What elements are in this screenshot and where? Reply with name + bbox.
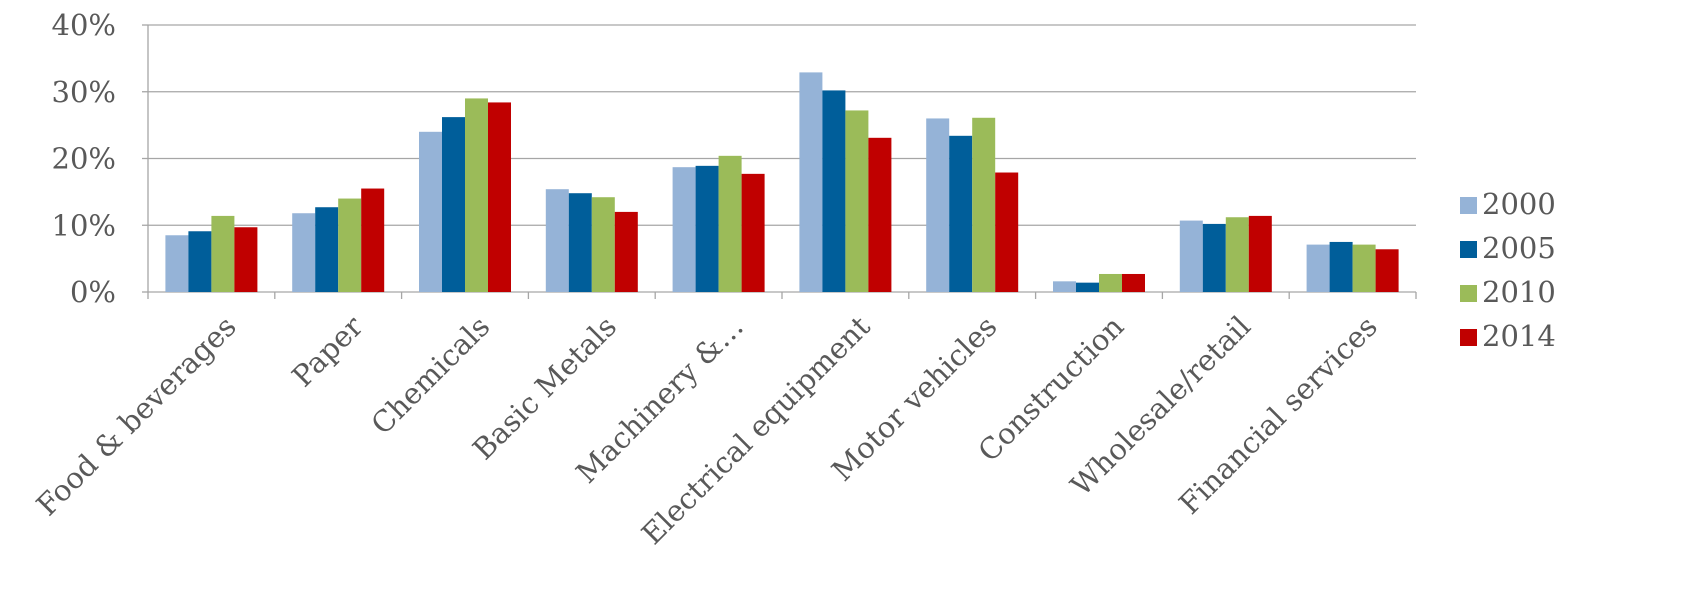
bars — [165, 72, 1399, 293]
legend-label-2010: 2010 — [1482, 275, 1556, 309]
bar-2005-5 — [822, 90, 846, 292]
bar-2000-9 — [1306, 244, 1330, 292]
bar-2010-9 — [1352, 244, 1376, 292]
y-axis-tick-labels: 0% 10% 20% 30% 40% — [52, 8, 116, 309]
bar-2000-7 — [1053, 281, 1076, 292]
bar-2000-5 — [799, 72, 823, 292]
bar-2014-6 — [995, 172, 1019, 292]
bar-2005-8 — [1202, 223, 1226, 292]
bar-2000-2 — [419, 131, 442, 292]
y-tick-label: 40% — [52, 8, 116, 42]
bar-2005-4 — [695, 165, 719, 292]
bar-2014-1 — [361, 188, 385, 292]
bar-2000-1 — [292, 213, 316, 292]
legend-swatch-2000 — [1460, 197, 1477, 214]
legend-label-2014: 2014 — [1482, 319, 1556, 353]
legend: 2000 2005 2010 2014 — [1460, 187, 1556, 353]
bar-2010-8 — [1225, 217, 1249, 292]
bar-2014-5 — [868, 137, 892, 292]
bar-2005-1 — [315, 207, 339, 292]
bar-2000-3 — [545, 189, 569, 292]
bar-2005-7 — [1076, 282, 1099, 292]
bar-2005-2 — [442, 117, 465, 293]
y-tick-label: 20% — [52, 142, 116, 176]
bar-2014-4 — [741, 173, 765, 292]
bar-2014-2 — [488, 102, 511, 293]
bar-2010-3 — [591, 197, 615, 292]
bar-2005-0 — [188, 231, 212, 292]
bar-2010-6 — [972, 117, 996, 292]
bar-2005-6 — [949, 135, 973, 292]
bar-2010-1 — [338, 198, 362, 292]
bar-2010-7 — [1099, 273, 1122, 292]
bar-2005-3 — [568, 193, 592, 292]
legend-swatch-2005 — [1460, 241, 1477, 258]
bar-2000-8 — [1179, 220, 1203, 292]
x-category-label: Chemicals — [364, 309, 496, 441]
bar-2014-0 — [234, 227, 258, 292]
bar-2000-0 — [165, 235, 189, 292]
bar-2005-9 — [1329, 241, 1353, 292]
legend-swatch-2010 — [1460, 285, 1477, 302]
bar-2014-8 — [1248, 215, 1272, 292]
legend-label-2005: 2005 — [1482, 231, 1556, 265]
y-tick-label: 30% — [52, 75, 116, 109]
bar-2010-2 — [465, 98, 488, 292]
x-category-label: Paper — [285, 309, 369, 393]
gridlines — [148, 24, 1416, 226]
legend-swatch-2014 — [1460, 329, 1477, 346]
bar-2010-4 — [718, 155, 742, 292]
y-tick-label: 0% — [70, 275, 116, 309]
x-category-label: Electrical equipment — [635, 309, 877, 551]
bar-2014-9 — [1375, 249, 1399, 292]
bar-2000-4 — [672, 167, 696, 292]
y-tick-label: 10% — [52, 208, 116, 242]
bar-2010-0 — [211, 215, 235, 292]
bar-2014-7 — [1122, 273, 1145, 292]
bar-2000-6 — [926, 118, 950, 292]
bar-2014-3 — [614, 211, 638, 292]
x-category-label: Food & beverages — [30, 309, 243, 522]
bar-2010-5 — [845, 110, 869, 292]
legend-label-2000: 2000 — [1482, 187, 1556, 221]
